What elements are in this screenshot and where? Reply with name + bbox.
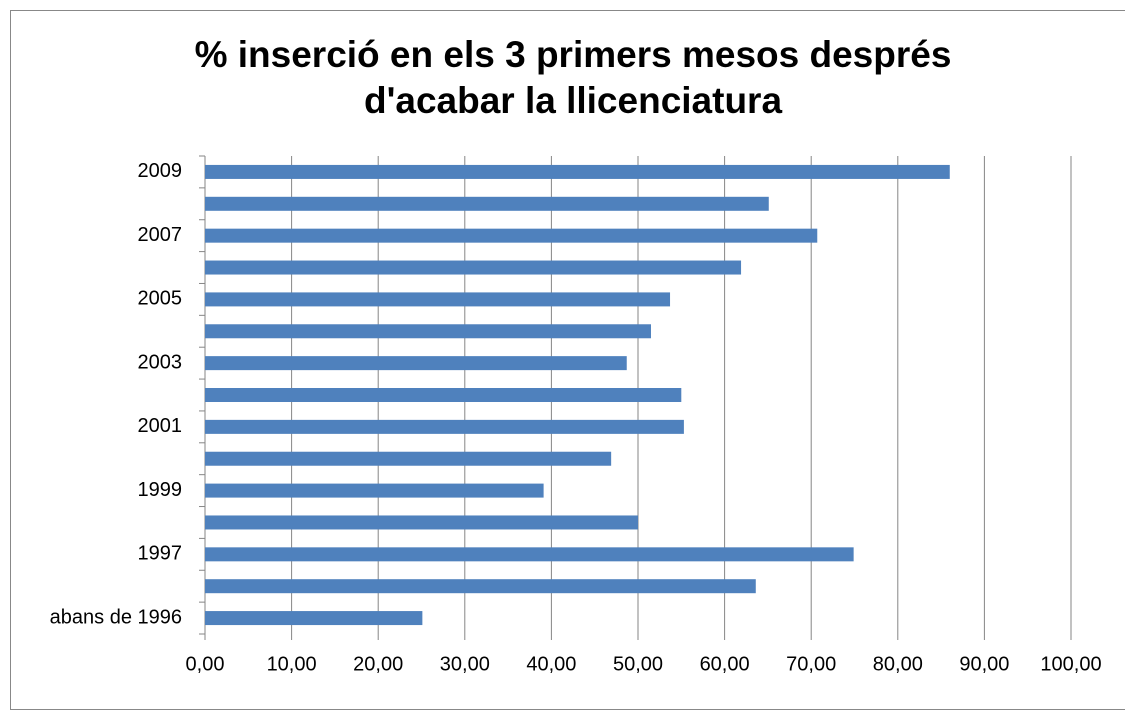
x-tick-label: 30,00 <box>440 653 490 675</box>
bar <box>205 356 627 371</box>
bar <box>205 547 854 562</box>
x-tick-label: 90,00 <box>959 653 1009 675</box>
bar <box>205 388 682 402</box>
bar <box>205 451 612 466</box>
bar <box>205 324 651 339</box>
chart: 0,00 10,00 20,00 30,00 40,00 50,00 60,00 70,00 8… <box>50 155 1102 675</box>
bar <box>205 483 544 498</box>
x-tick-label: 10,00 <box>267 653 317 675</box>
y-tick-label: 2005 <box>138 288 183 310</box>
bar <box>205 515 638 530</box>
y-tick-label: 2003 <box>138 351 183 373</box>
x-tick-label: 50,00 <box>613 653 663 675</box>
x-tick-label: 40,00 <box>526 653 576 675</box>
y-tick-label: 1997 <box>138 543 183 565</box>
y-tick-label: 1999 <box>138 479 183 501</box>
y-tick-label: 2009 <box>138 160 183 182</box>
x-tick-label: 20,00 <box>353 653 403 675</box>
bar <box>205 260 742 275</box>
x-tick-label: 70,00 <box>786 653 836 675</box>
bar <box>205 419 684 434</box>
bar <box>205 228 818 243</box>
y-tick-label: 2001 <box>138 415 183 437</box>
bar <box>205 579 756 594</box>
x-tick-label: 0,00 <box>186 653 225 675</box>
bar <box>205 611 423 626</box>
chart-title: % inserció en els 3 primers mesos despré… <box>194 34 952 121</box>
y-tick-label: 2007 <box>138 224 183 246</box>
y-tick-label: abans de 1996 <box>50 606 182 628</box>
x-tick-label: 100,00 <box>1040 653 1101 675</box>
bar <box>205 196 769 211</box>
x-tick-label: 80,00 <box>873 653 923 675</box>
bar <box>205 292 671 307</box>
bar <box>205 164 950 179</box>
x-tick-label: 60,00 <box>700 653 750 675</box>
